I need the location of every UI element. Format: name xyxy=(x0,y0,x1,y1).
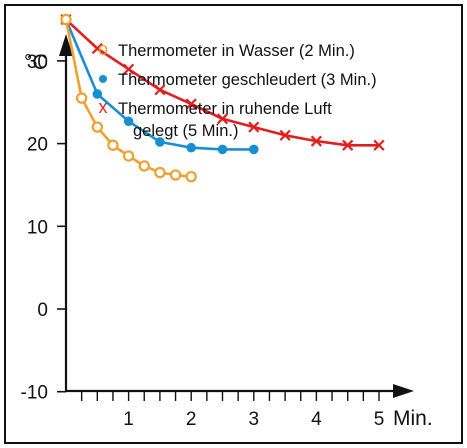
data-point-cross xyxy=(310,135,322,147)
legend-marker-cross: x xyxy=(99,97,108,117)
data-point-cross xyxy=(279,129,291,141)
data-point-cross xyxy=(154,84,166,96)
legend-label: Thermometer geschleudert (3 Min.) xyxy=(118,71,377,89)
data-point-circle xyxy=(154,166,166,179)
legend-marker-dot: • xyxy=(98,63,109,96)
legend: o Thermometer in Wasser (2 Min.) • Thermome… xyxy=(98,39,377,140)
series-group xyxy=(61,14,259,155)
axes: °C Min. xyxy=(24,34,433,430)
data-point-circle xyxy=(138,160,150,172)
x-axis-arrow xyxy=(393,384,414,398)
legend-marker-circle: o xyxy=(98,39,108,59)
legend-item: x Thermometer in ruhende Luft gelegt (5 Mi… xyxy=(99,97,333,140)
data-point-circle xyxy=(60,13,72,26)
data-point-cross xyxy=(248,121,260,133)
y-tick-label: 10 xyxy=(27,217,48,238)
x-tick-label: 5 xyxy=(374,409,385,430)
x-tick-label: 2 xyxy=(186,409,197,430)
data-point-cross xyxy=(91,42,103,55)
data-point-circle xyxy=(75,92,88,104)
data-point-circle xyxy=(107,139,119,151)
data-point-dot xyxy=(217,144,228,155)
x-axis-unit-label: Min. xyxy=(393,407,433,430)
legend-label: Thermometer in ruhende Luft xyxy=(118,100,332,118)
data-point-circle xyxy=(169,169,182,181)
data-point-cross xyxy=(216,113,229,125)
data-point-cross xyxy=(342,139,354,151)
legend-item: • Thermometer geschleudert (3 Min.) xyxy=(98,63,377,96)
data-point-dot xyxy=(92,89,103,99)
data-series xyxy=(60,13,385,183)
y-tick-label: -10 xyxy=(21,383,48,404)
y-tick-label: 0 xyxy=(37,300,48,321)
data-point-cross xyxy=(373,139,385,151)
x-tick-label: 1 xyxy=(123,409,134,430)
x-axis-ticks: 1 2 3 4 5 xyxy=(80,391,385,430)
series-group xyxy=(60,13,385,151)
x-tick-label: 4 xyxy=(311,409,322,430)
data-point-cross xyxy=(123,63,135,75)
data-point-dot xyxy=(186,142,196,153)
data-point-dot xyxy=(155,137,165,147)
series-group xyxy=(60,13,197,183)
y-axis-arrow xyxy=(59,34,73,56)
y-axis-unit-label: °C xyxy=(24,51,48,74)
chart-frame xyxy=(4,4,463,444)
data-point-circle xyxy=(91,121,104,133)
x-tick-label: 3 xyxy=(249,409,260,430)
legend-label: gelegt (5 Min.) xyxy=(133,122,238,140)
legend-label: Thermometer in Wasser (2 Min.) xyxy=(118,42,355,60)
legend-item: o Thermometer in Wasser (2 Min.) xyxy=(98,39,355,60)
y-tick-label: 30 xyxy=(27,52,48,73)
data-point-cross xyxy=(185,98,197,110)
y-tick-label: 20 xyxy=(27,135,48,156)
data-point-circle xyxy=(122,150,135,162)
data-point-dot xyxy=(249,144,259,155)
data-point-circle xyxy=(185,170,197,183)
y-axis-ticks: 50403020100-10 xyxy=(21,52,66,404)
data-point-dot xyxy=(123,116,134,127)
